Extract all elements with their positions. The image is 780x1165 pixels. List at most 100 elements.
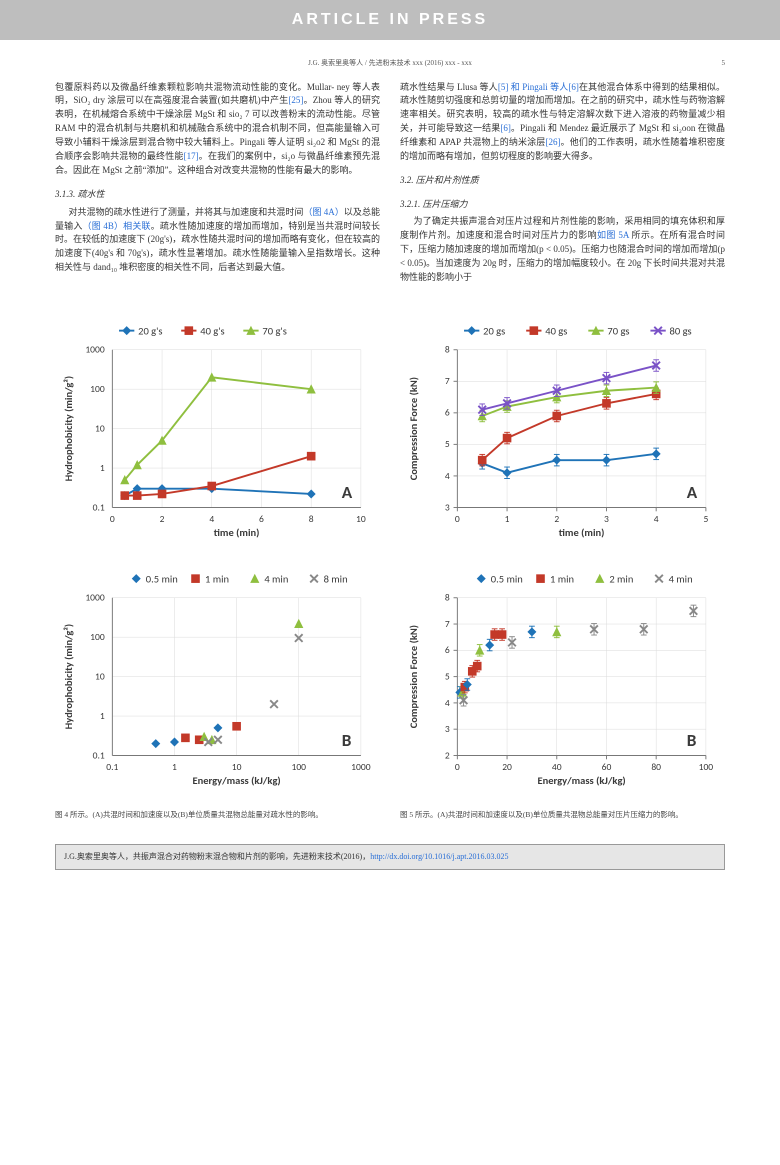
svg-text:80 gs: 80 gs — [670, 324, 692, 337]
svg-text:5: 5 — [445, 438, 450, 450]
svg-text:Energy/mass (kJ/kg): Energy/mass (kJ/kg) — [193, 774, 281, 787]
svg-text:8: 8 — [445, 343, 450, 355]
svg-text:3: 3 — [604, 513, 609, 525]
svg-text:1000: 1000 — [85, 592, 105, 604]
svg-text:80: 80 — [651, 761, 661, 773]
svg-text:3: 3 — [445, 501, 450, 513]
ref-26[interactable]: [26] — [545, 137, 560, 147]
svg-text:20 g's: 20 g's — [138, 324, 162, 337]
text: 疏水性结果与 Llusa 等人 — [400, 82, 498, 92]
fig5a-chart: 012345345678time (min)Compression Force … — [400, 311, 725, 551]
doi-link[interactable]: http://dx.doi.org/10.1016/j.apt.2016.03.… — [370, 852, 508, 861]
svg-text:3: 3 — [445, 723, 450, 735]
svg-text:100: 100 — [699, 761, 714, 773]
svg-text:1 min: 1 min — [205, 573, 229, 586]
right-column: 疏水性结果与 Llusa 等人[5] 和 Pingali 等人[6]在其他混合体… — [400, 81, 725, 291]
svg-text:100: 100 — [291, 761, 306, 773]
svg-text:10: 10 — [95, 671, 105, 683]
svg-text:4: 4 — [445, 470, 450, 482]
svg-text:2: 2 — [160, 513, 165, 525]
fig4b-link[interactable]: （图 4B）相关联 — [83, 221, 151, 231]
svg-text:40 gs: 40 gs — [545, 324, 567, 337]
running-header: J.G. 奥索里奥等人 / 先进粉末技术 xxx (2016) xxx - xx… — [0, 58, 780, 81]
svg-text:0: 0 — [110, 513, 115, 525]
svg-text:1: 1 — [505, 513, 510, 525]
svg-text:10: 10 — [356, 513, 366, 525]
svg-text:40 g's: 40 g's — [200, 324, 224, 337]
svg-text:1: 1 — [100, 462, 105, 474]
svg-text:6: 6 — [445, 645, 450, 657]
svg-text:0.5 min: 0.5 min — [146, 573, 178, 586]
svg-text:0: 0 — [455, 513, 460, 525]
page-number: 5 — [705, 58, 725, 69]
svg-text:B: B — [342, 730, 352, 751]
fig4a-chart: 02468100.11101001000time (min)Hydrophobi… — [55, 311, 380, 551]
svg-text:8: 8 — [309, 513, 314, 525]
ref-6[interactable]: [6] — [500, 123, 511, 133]
citation-box: J.G.奥索里奥等人，共振声混合对药物粉末混合物和片剂的影响，先进粉末技术(20… — [55, 844, 725, 870]
fig5b-chart: 0 20 40 60 80 100 2 3 4 5 6 7 8 Energy/mass (kJ/kg) Co… — [400, 559, 725, 799]
svg-text:Compression Force (kN): Compression Force (kN) — [407, 625, 420, 728]
figure-row: 02468100.11101001000time (min)Hydrophobi… — [0, 311, 780, 836]
fig5-column: 0 1 2 3 4 5 3 4 5 6 7 8 time (min) Compression Force … — [400, 311, 725, 826]
svg-text:Hydrophobicity (min/g²): Hydrophobicity (min/g²) — [62, 624, 75, 730]
svg-text:A: A — [342, 482, 353, 503]
text: 对共混物的疏水性进行了测量，并将其与加速度和共混时间 — [69, 207, 304, 217]
svg-text:4 min: 4 min — [669, 573, 693, 586]
svg-text:4 min: 4 min — [264, 573, 288, 586]
svg-text:100: 100 — [90, 383, 105, 395]
press-banner: ARTICLE IN PRESS — [0, 0, 780, 40]
svg-text:7: 7 — [445, 375, 450, 387]
svg-text:6: 6 — [259, 513, 264, 525]
left-column: 包覆原料药以及微晶纤维素颗粒影响共混物流动性能的变化。Mullar- ney 等… — [55, 81, 380, 291]
left-para2: 对共混物的疏水性进行了测量，并将其与加速度和共混时间（图 4A）以及总能量输入（… — [55, 206, 380, 276]
svg-text:5: 5 — [703, 513, 708, 525]
svg-text:time (min): time (min) — [214, 526, 260, 539]
svg-text:2 min: 2 min — [609, 573, 633, 586]
svg-text:A: A — [687, 482, 698, 503]
svg-text:0: 0 — [455, 761, 460, 773]
svg-text:0.5 min: 0.5 min — [491, 573, 523, 586]
right-para1: 疏水性结果与 Llusa 等人[5] 和 Pingali 等人[6]在其他混合体… — [400, 81, 725, 165]
svg-text:2: 2 — [554, 513, 559, 525]
svg-text:10: 10 — [95, 422, 105, 434]
svg-text:7: 7 — [445, 618, 450, 630]
two-column-text: 包覆原料药以及微晶纤维素颗粒影响共混物流动性能的变化。Mullar- ney 等… — [0, 81, 780, 311]
right-para2: 为了确定共振声混合对压片过程和片剂性能的影响，采用相同的填充体积和厚度制作片剂。… — [400, 215, 725, 285]
fig4-column: 02468100.11101001000time (min)Hydrophobi… — [55, 311, 380, 826]
svg-text:6: 6 — [445, 407, 450, 419]
svg-text:70 gs: 70 gs — [607, 324, 629, 337]
ref-17[interactable]: [17] — [184, 151, 199, 161]
svg-text:8: 8 — [445, 592, 450, 604]
svg-text:60: 60 — [602, 761, 612, 773]
svg-text:0.1: 0.1 — [106, 761, 118, 773]
fig5a-link[interactable]: 如图 5A — [597, 230, 629, 240]
svg-text:1000: 1000 — [85, 343, 105, 355]
ref-25[interactable]: [25] — [288, 95, 303, 105]
section-3-1-3: 3.1.3. 疏水性 — [55, 188, 380, 202]
svg-text:40: 40 — [552, 761, 562, 773]
svg-text:20 gs: 20 gs — [483, 324, 505, 337]
fig5-caption: 图 5 所示。(A)共混时间和加速度以及(B)单位质量共混物总能量对压片压缩力的… — [400, 810, 725, 820]
svg-text:Hydrophobicity (min/g²): Hydrophobicity (min/g²) — [62, 376, 75, 482]
section-3-2-1: 3.2.1. 压片压缩力 — [400, 198, 725, 212]
svg-text:5: 5 — [445, 671, 450, 683]
fig4b-chart: 0.111010010000.11101001000Energy/mass (k… — [55, 559, 380, 799]
svg-text:10: 10 — [232, 761, 242, 773]
svg-text:0.1: 0.1 — [93, 501, 105, 513]
section-3-2: 3.2. 压片和片剂性质 — [400, 174, 725, 188]
svg-text:4: 4 — [445, 697, 450, 709]
svg-text:1: 1 — [172, 761, 177, 773]
fig4a-link[interactable]: （图 4A） — [303, 207, 343, 217]
svg-text:Energy/mass (kJ/kg): Energy/mass (kJ/kg) — [538, 774, 626, 787]
ref-5-6[interactable]: [5] 和 Pingali 等人[6] — [498, 82, 579, 92]
svg-text:1 min: 1 min — [550, 573, 574, 586]
svg-text:time (min): time (min) — [559, 526, 605, 539]
left-para1: 包覆原料药以及微晶纤维素颗粒影响共混物流动性能的变化。Mullar- ney 等… — [55, 81, 380, 179]
svg-text:100: 100 — [90, 631, 105, 643]
svg-text:4: 4 — [654, 513, 659, 525]
svg-text:20: 20 — [502, 761, 512, 773]
running-head: J.G. 奥索里奥等人 / 先进粉末技术 xxx (2016) xxx - xx… — [75, 58, 705, 69]
fig4-caption: 图 4 所示。(A)共混时间和加速度以及(B)单位质量共混物总能量对疏水性的影响… — [55, 810, 380, 820]
svg-text:2: 2 — [445, 750, 450, 762]
